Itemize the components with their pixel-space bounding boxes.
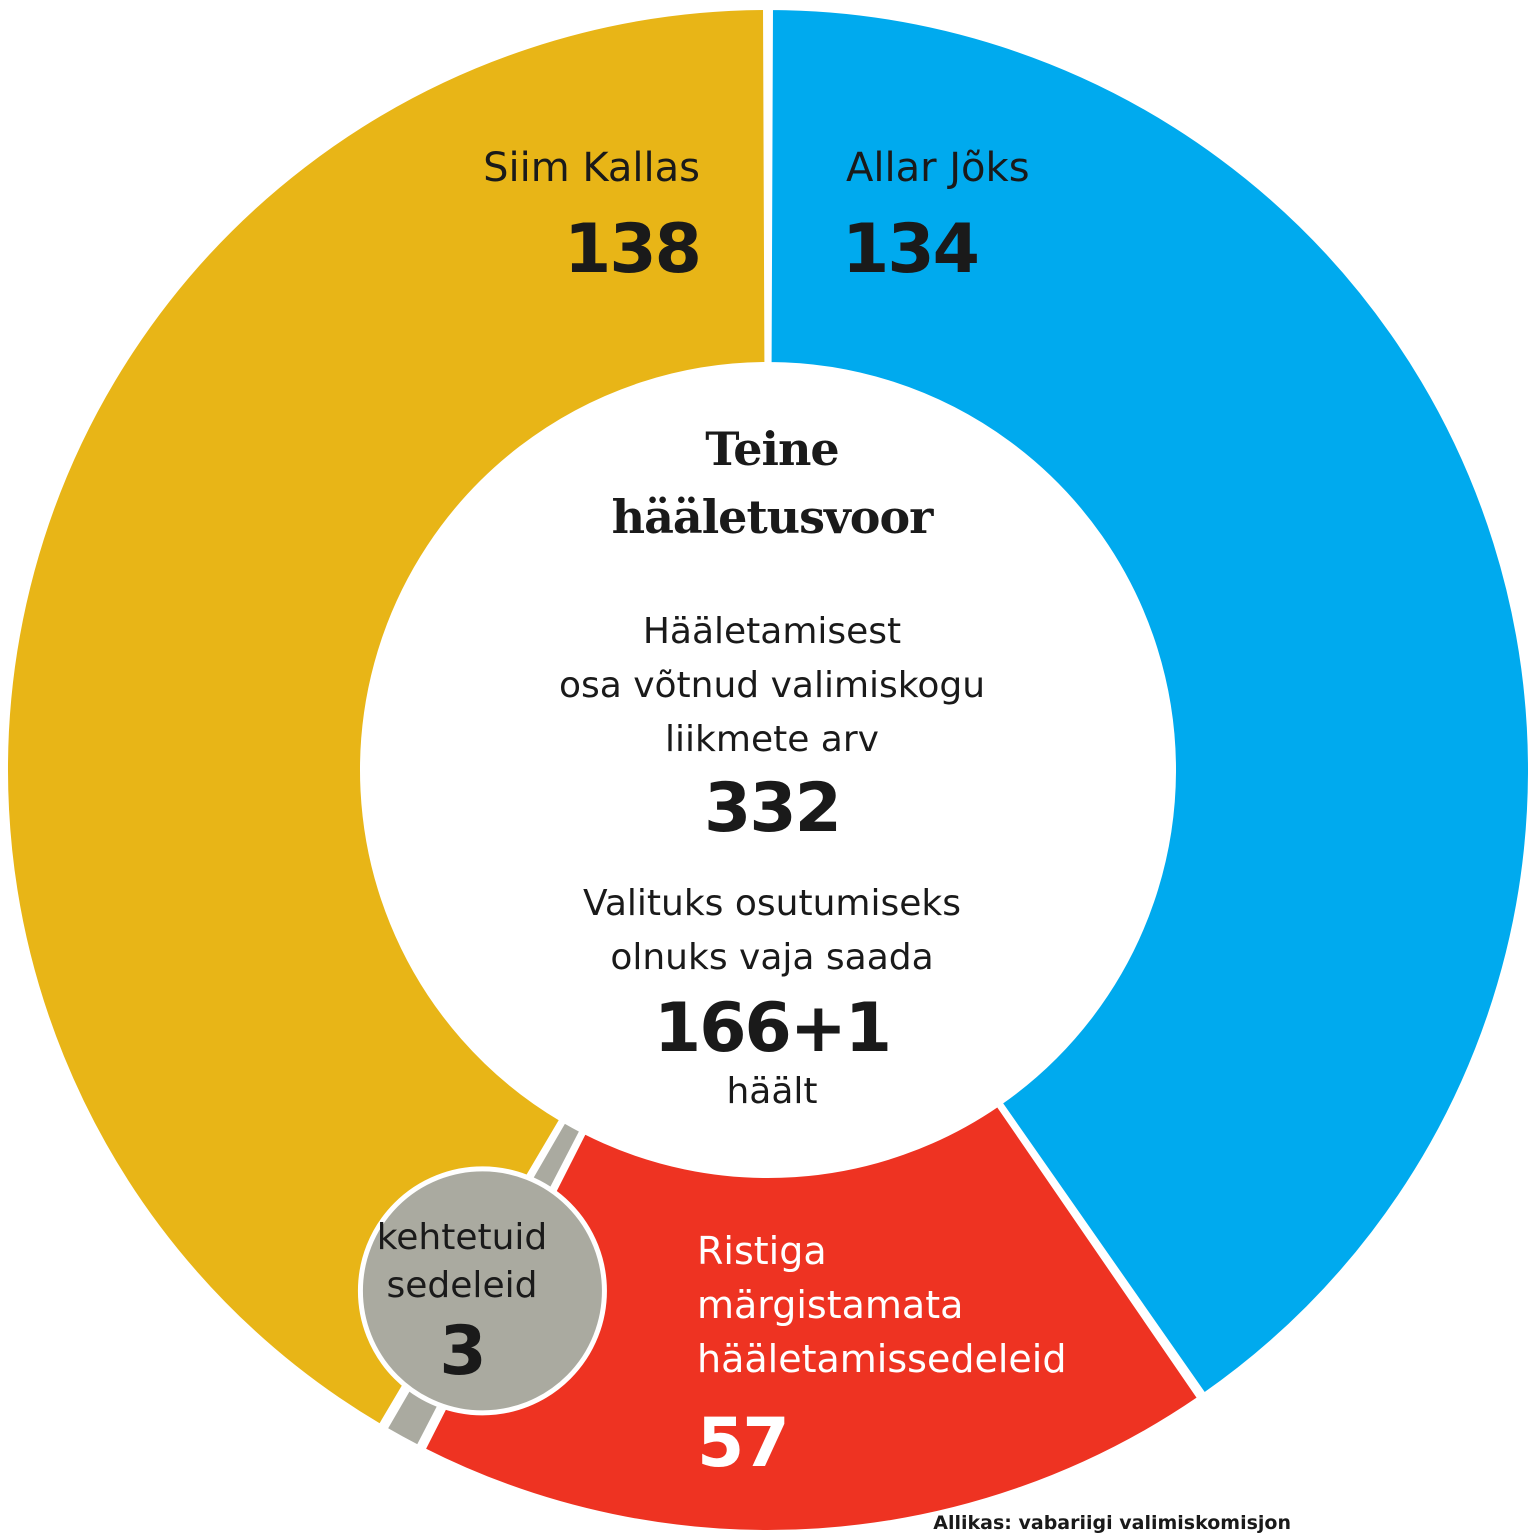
label-allar-joks: Allar Jõks <box>846 145 1030 191</box>
invalid-label-line-2: sedeleid <box>386 1265 538 1306</box>
participants-label-line-3: liikmete arv <box>665 719 879 760</box>
unmarked-label-line-1: Ristiga <box>697 1229 827 1273</box>
value-invalid-ballots: 3 <box>439 1312 486 1391</box>
slice-siim-kallas <box>4 5 769 1429</box>
needed-value: 166+1 <box>653 989 892 1068</box>
participants-value: 332 <box>704 769 842 848</box>
slice-unmarked-ballots <box>420 1101 1203 1534</box>
unmarked-label-line-2: märgistamata <box>697 1283 964 1327</box>
center-block: Teine hääletusvoor <box>472 415 1072 551</box>
value-unmarked-ballots: 57 <box>697 1404 790 1483</box>
label-siim-kallas: Siim Kallas <box>483 145 700 191</box>
label-unmarked-ballots: Ristiga märgistamata hääletamissedeleid <box>697 1224 1066 1386</box>
participants-label: Hääletamisest osa võtnud valimiskogu lii… <box>472 605 1072 767</box>
invalid-label-line-1: kehtetuid <box>376 1217 548 1258</box>
source-note: Allikas: vabariigi valimiskomisjon <box>933 1512 1291 1534</box>
needed-label: Valituks osutumiseks olnuks vaja saada <box>472 877 1072 985</box>
slice-allar-joks <box>767 5 1532 1398</box>
needed-label-line-1: Valituks osutumiseks <box>583 883 961 924</box>
value-allar-joks: 134 <box>842 210 980 289</box>
chart-title: Teine hääletusvoor <box>611 422 934 544</box>
value-siim-kallas: 138 <box>564 210 702 289</box>
needed-label-line-2: olnuks vaja saada <box>610 937 934 978</box>
participants-label-line-1: Hääletamisest <box>642 611 902 652</box>
participants-label-line-2: osa võtnud valimiskogu <box>558 665 986 706</box>
needed-unit: häält <box>726 1071 818 1112</box>
unmarked-label-line-3: hääletamissedeleid <box>697 1337 1067 1381</box>
label-invalid-ballots: kehtetuid sedeleid <box>352 1214 572 1310</box>
invalid-ballots-bubble <box>357 1166 607 1416</box>
